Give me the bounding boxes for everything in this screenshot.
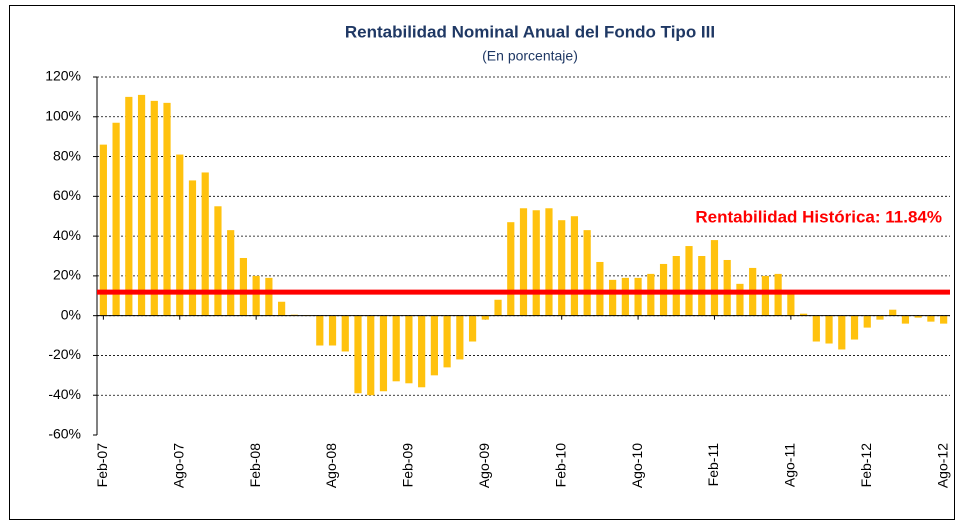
bar bbox=[940, 315, 948, 324]
bar bbox=[927, 315, 935, 322]
bar bbox=[685, 246, 693, 316]
bar bbox=[354, 315, 362, 394]
bar bbox=[519, 208, 528, 316]
bar bbox=[876, 315, 884, 320]
bar bbox=[265, 277, 273, 316]
bar bbox=[468, 315, 477, 342]
bar bbox=[838, 315, 846, 350]
bar bbox=[278, 301, 286, 316]
bar bbox=[889, 309, 897, 316]
bar bbox=[570, 216, 579, 316]
y-tick-label: 120% bbox=[45, 68, 81, 84]
bar bbox=[914, 315, 922, 318]
bar bbox=[609, 279, 617, 316]
bar bbox=[787, 293, 795, 316]
bar bbox=[443, 315, 451, 368]
chart-title: Rentabilidad Nominal Anual del Fondo Tip… bbox=[345, 22, 715, 41]
x-tick-label: Ago-12 bbox=[934, 443, 950, 488]
reference-label: Rentabilidad Histórica: 11.84% bbox=[695, 207, 942, 226]
bar bbox=[252, 275, 260, 316]
bar bbox=[125, 96, 133, 316]
y-tick-label: -40% bbox=[48, 386, 81, 402]
x-tick-label: Feb-09 bbox=[400, 443, 416, 488]
bar bbox=[137, 94, 146, 316]
bar bbox=[558, 220, 566, 316]
bar bbox=[507, 222, 515, 316]
x-tick-label: Ago-10 bbox=[629, 443, 645, 488]
bar bbox=[850, 315, 859, 340]
y-tick-label: -20% bbox=[48, 346, 81, 362]
bar bbox=[799, 313, 808, 316]
bar bbox=[672, 256, 680, 316]
x-tick-label: Feb-12 bbox=[858, 443, 874, 488]
bar bbox=[227, 230, 235, 316]
bar bbox=[176, 154, 184, 316]
bar bbox=[698, 256, 706, 316]
chart-subtitle: (En porcentaje) bbox=[482, 48, 578, 64]
bar bbox=[341, 315, 349, 352]
y-tick-label: 20% bbox=[53, 267, 81, 283]
bar bbox=[647, 273, 655, 316]
y-tick-label: -60% bbox=[48, 426, 81, 442]
bar bbox=[596, 261, 604, 316]
bar bbox=[392, 315, 400, 382]
bar bbox=[379, 315, 388, 392]
bar bbox=[901, 315, 910, 324]
bar bbox=[316, 315, 324, 346]
x-tick-label: Feb-10 bbox=[552, 443, 568, 488]
bar bbox=[456, 315, 464, 360]
bar bbox=[328, 315, 337, 346]
bar bbox=[761, 275, 769, 316]
bar bbox=[532, 210, 540, 316]
x-tick-label: Ago-09 bbox=[476, 443, 492, 488]
bar bbox=[150, 100, 158, 316]
bar bbox=[163, 102, 171, 316]
bar bbox=[723, 259, 731, 316]
y-tick-label: 0% bbox=[61, 306, 81, 322]
y-tick-label: 80% bbox=[53, 147, 81, 163]
bar bbox=[545, 208, 553, 316]
y-tick-label: 40% bbox=[53, 227, 81, 243]
x-tick-label: Feb-07 bbox=[94, 443, 110, 488]
x-tick-label: Ago-11 bbox=[782, 443, 798, 487]
bar bbox=[430, 315, 438, 376]
y-tick-label: 100% bbox=[45, 107, 81, 123]
x-tick-label: Feb-11 bbox=[705, 443, 721, 487]
bar bbox=[481, 315, 489, 320]
bar bbox=[812, 315, 820, 342]
bar bbox=[367, 315, 375, 396]
bar bbox=[99, 144, 107, 316]
y-tick-label: 60% bbox=[53, 187, 81, 203]
bar bbox=[634, 277, 642, 316]
bar bbox=[214, 206, 222, 316]
bar bbox=[825, 315, 833, 344]
x-tick-label: Ago-08 bbox=[323, 443, 339, 488]
bar bbox=[239, 257, 248, 316]
bar bbox=[736, 283, 744, 316]
bar bbox=[418, 315, 426, 388]
x-tick-label: Ago-07 bbox=[170, 443, 186, 488]
x-tick-label: Feb-08 bbox=[247, 443, 263, 488]
bar bbox=[710, 240, 719, 316]
bar bbox=[188, 180, 197, 316]
bar bbox=[201, 172, 209, 316]
bar bbox=[583, 230, 591, 316]
bar bbox=[112, 122, 120, 316]
bar bbox=[494, 299, 502, 316]
bar bbox=[863, 315, 871, 328]
bar bbox=[621, 277, 629, 316]
bar bbox=[405, 315, 413, 384]
bar bbox=[774, 273, 782, 316]
